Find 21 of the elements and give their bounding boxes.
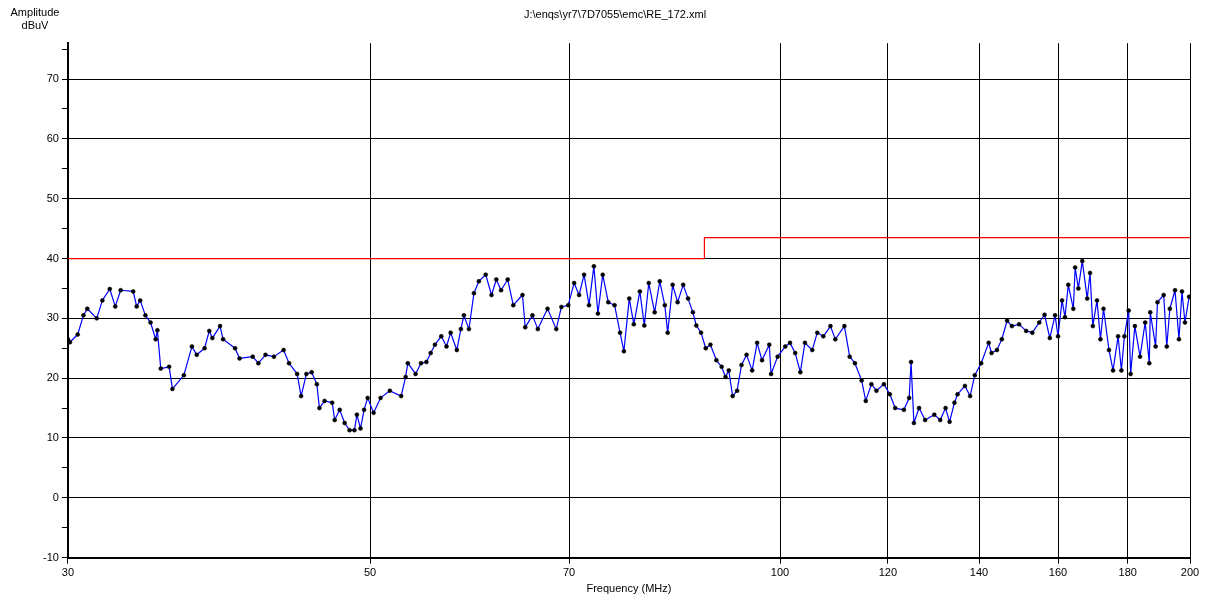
y-tick-label: 30 — [46, 311, 59, 324]
x-tick-label: 120 — [878, 566, 898, 579]
y-tick-label: 0 — [52, 490, 59, 503]
y-axis-title: Amplitude dBuV — [9, 6, 61, 32]
y-tick-label: -10 — [42, 550, 59, 563]
x-tick-label: 70 — [562, 566, 576, 579]
y-tick-label: 40 — [46, 251, 59, 264]
y-tick-label: 70 — [46, 72, 59, 85]
x-tick-label: 140 — [969, 566, 989, 579]
y-tick-label: 50 — [46, 191, 59, 204]
y-tick-label: 60 — [46, 131, 59, 144]
x-tick-label: 180 — [1118, 566, 1137, 579]
x-tick-label: 100 — [770, 566, 790, 579]
y-tick-label: 20 — [46, 371, 59, 384]
y-tick-label: 10 — [46, 431, 59, 443]
chart-title: J:\enqs\yr7\7D7055\emc\RE_172.xml — [523, 7, 707, 20]
x-tick-label: 200 — [1180, 566, 1200, 579]
x-tick-label: 50 — [363, 566, 377, 579]
x-tick-label: 30 — [61, 566, 75, 579]
x-axis-title: Frequency (MHz) — [586, 582, 672, 595]
x-tick-label: 160 — [1048, 566, 1068, 579]
